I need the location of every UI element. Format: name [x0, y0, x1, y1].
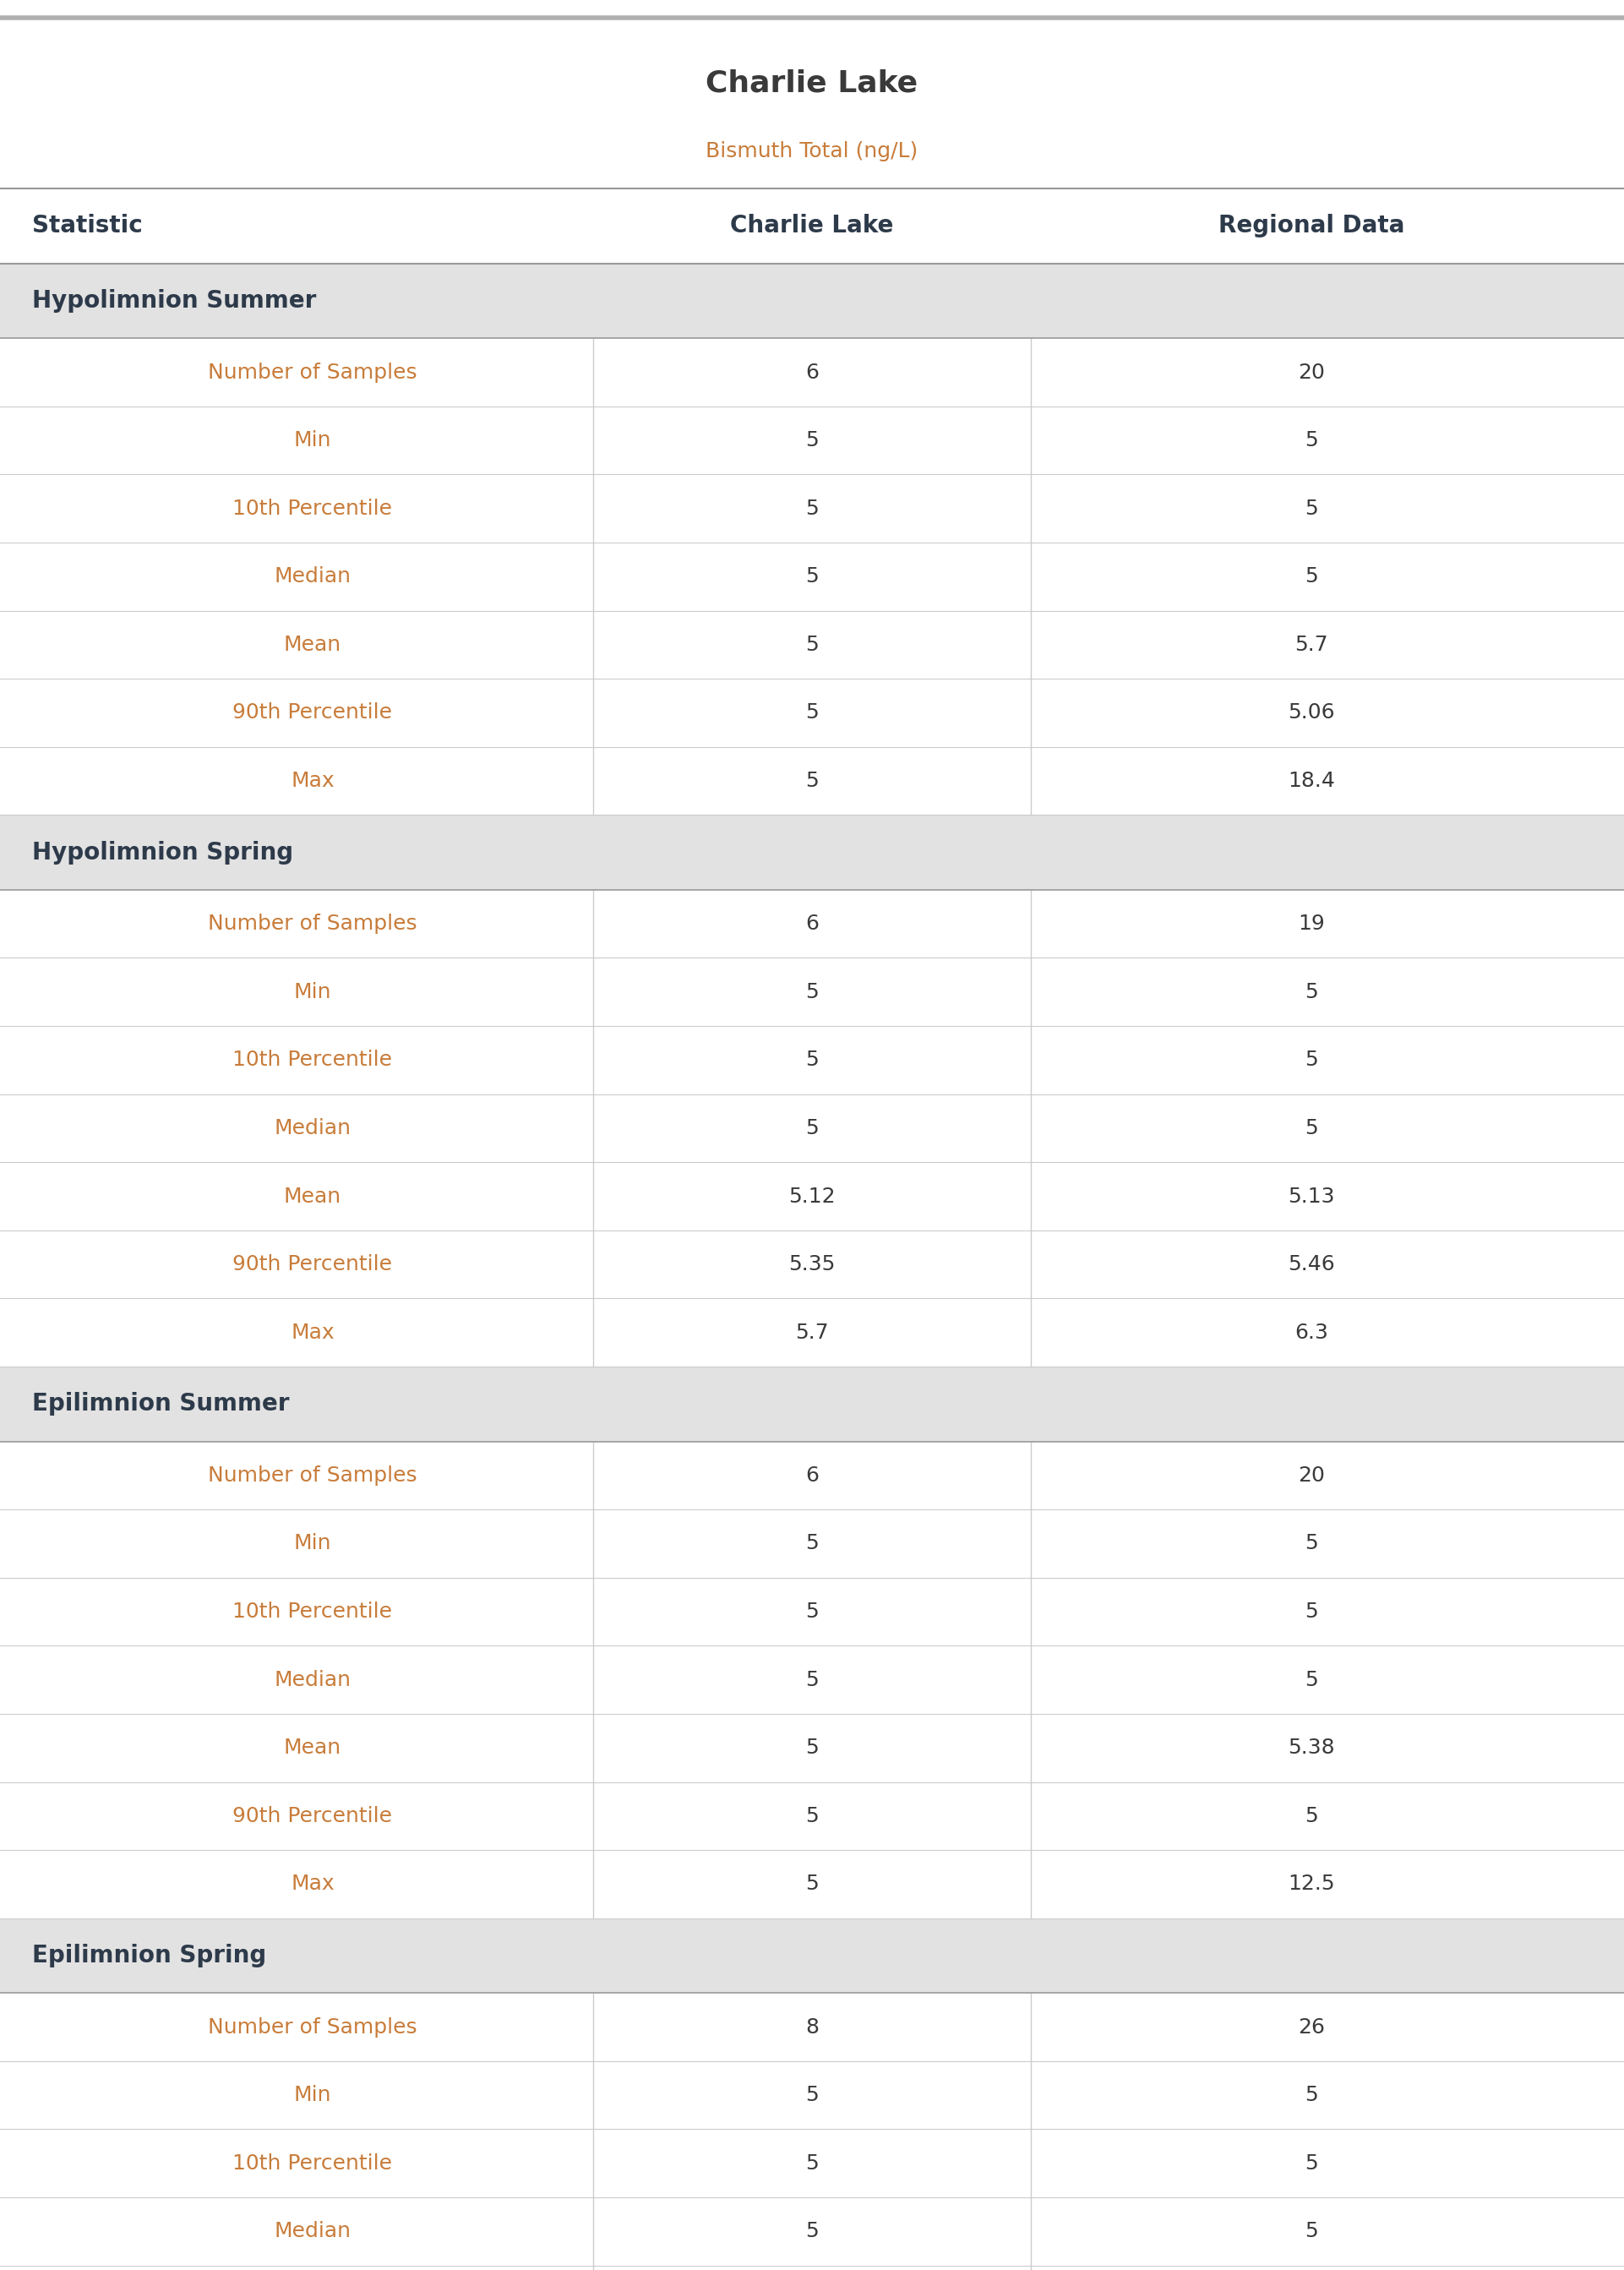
Text: 90th Percentile: 90th Percentile — [232, 1807, 393, 1825]
Text: 90th Percentile: 90th Percentile — [232, 1255, 393, 1273]
Text: 5.35: 5.35 — [789, 1255, 835, 1273]
Text: 5: 5 — [806, 772, 818, 790]
Text: Statistic: Statistic — [32, 213, 143, 238]
Text: 5.7: 5.7 — [1294, 636, 1328, 654]
Text: 5: 5 — [806, 1671, 818, 1689]
Text: 5: 5 — [806, 568, 818, 586]
Bar — [0, 1918, 1624, 1993]
Text: Min: Min — [294, 1535, 331, 1553]
Text: Mean: Mean — [284, 636, 341, 654]
Bar — [0, 263, 1624, 338]
Text: 5: 5 — [1304, 1671, 1319, 1689]
Text: 10th Percentile: 10th Percentile — [232, 1051, 393, 1069]
Text: 5: 5 — [1304, 983, 1319, 1001]
Text: 5: 5 — [1304, 2154, 1319, 2172]
Text: 5: 5 — [1304, 1119, 1319, 1137]
Text: Median: Median — [274, 1119, 351, 1137]
Text: 5.38: 5.38 — [1288, 1739, 1335, 1757]
Text: 5: 5 — [806, 704, 818, 722]
Text: 10th Percentile: 10th Percentile — [232, 499, 393, 518]
Text: Median: Median — [274, 1671, 351, 1689]
Text: Mean: Mean — [284, 1187, 341, 1205]
Text: 5: 5 — [1304, 568, 1319, 586]
Text: Bismuth Total (ng/L): Bismuth Total (ng/L) — [706, 141, 918, 161]
Text: 5: 5 — [1304, 1051, 1319, 1069]
Text: 5: 5 — [806, 983, 818, 1001]
Text: 5: 5 — [806, 1807, 818, 1825]
Text: Mean: Mean — [284, 1739, 341, 1757]
Bar — [0, 815, 1624, 890]
Text: 6: 6 — [806, 915, 818, 933]
Text: 5: 5 — [806, 1739, 818, 1757]
Text: 5: 5 — [1304, 1535, 1319, 1553]
Text: Max: Max — [291, 1323, 335, 1342]
Text: 5.12: 5.12 — [789, 1187, 835, 1205]
Text: Charlie Lake: Charlie Lake — [706, 68, 918, 98]
Text: 5: 5 — [806, 1051, 818, 1069]
Text: 5: 5 — [806, 499, 818, 518]
Text: 8: 8 — [806, 2018, 818, 2036]
Text: 5: 5 — [806, 2086, 818, 2104]
Text: 12.5: 12.5 — [1288, 1875, 1335, 1893]
Text: 5: 5 — [806, 2222, 818, 2240]
Text: Number of Samples: Number of Samples — [208, 363, 417, 381]
Text: 5.13: 5.13 — [1288, 1187, 1335, 1205]
Text: Number of Samples: Number of Samples — [208, 2018, 417, 2036]
Text: 5: 5 — [806, 1875, 818, 1893]
Text: Min: Min — [294, 983, 331, 1001]
Text: Number of Samples: Number of Samples — [208, 1466, 417, 1485]
Text: 5: 5 — [1304, 1807, 1319, 1825]
Text: 20: 20 — [1298, 1466, 1325, 1485]
Text: 5: 5 — [806, 1119, 818, 1137]
Text: 5: 5 — [806, 431, 818, 449]
Text: 6: 6 — [806, 1466, 818, 1485]
Text: 5: 5 — [1304, 499, 1319, 518]
Text: 5: 5 — [806, 1535, 818, 1553]
Text: Regional Data: Regional Data — [1218, 213, 1405, 238]
Text: Hypolimnion Summer: Hypolimnion Summer — [32, 288, 317, 313]
Text: Number of Samples: Number of Samples — [208, 915, 417, 933]
Text: 5.46: 5.46 — [1288, 1255, 1335, 1273]
Text: Max: Max — [291, 772, 335, 790]
Text: Max: Max — [291, 1875, 335, 1893]
Text: 6: 6 — [806, 363, 818, 381]
Text: 10th Percentile: 10th Percentile — [232, 2154, 393, 2172]
Text: 90th Percentile: 90th Percentile — [232, 704, 393, 722]
Text: Median: Median — [274, 568, 351, 586]
Text: Epilimnion Summer: Epilimnion Summer — [32, 1392, 289, 1416]
Text: 5: 5 — [1304, 2086, 1319, 2104]
Text: 5: 5 — [806, 1603, 818, 1621]
Text: Epilimnion Spring: Epilimnion Spring — [32, 1943, 266, 1968]
Text: 5.7: 5.7 — [796, 1323, 828, 1342]
Text: 5: 5 — [1304, 2222, 1319, 2240]
Text: 18.4: 18.4 — [1288, 772, 1335, 790]
Text: Charlie Lake: Charlie Lake — [731, 213, 893, 238]
Text: 5: 5 — [806, 636, 818, 654]
Text: Min: Min — [294, 431, 331, 449]
Text: Min: Min — [294, 2086, 331, 2104]
Text: 26: 26 — [1298, 2018, 1325, 2036]
Text: 5.06: 5.06 — [1288, 704, 1335, 722]
Text: Hypolimnion Spring: Hypolimnion Spring — [32, 840, 294, 865]
Text: 5: 5 — [1304, 1603, 1319, 1621]
Text: 10th Percentile: 10th Percentile — [232, 1603, 393, 1621]
Bar — [0, 1367, 1624, 1441]
Text: 5: 5 — [1304, 431, 1319, 449]
Text: 5: 5 — [806, 2154, 818, 2172]
Text: Median: Median — [274, 2222, 351, 2240]
Text: 20: 20 — [1298, 363, 1325, 381]
Text: 19: 19 — [1298, 915, 1325, 933]
Text: 6.3: 6.3 — [1294, 1323, 1328, 1342]
